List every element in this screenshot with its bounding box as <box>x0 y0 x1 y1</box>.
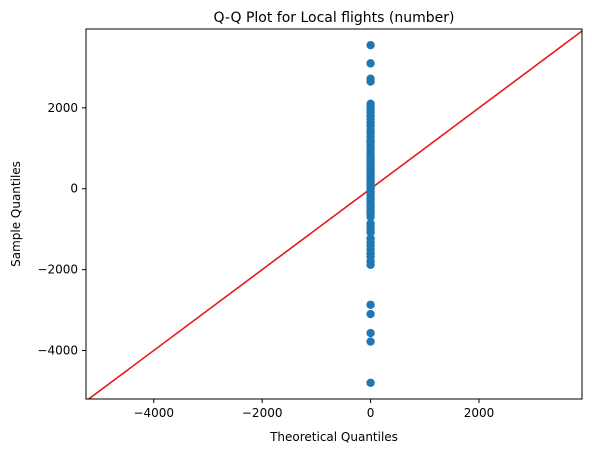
y-axis-ticks: −4000 −2000 0 2000 <box>37 101 86 358</box>
x-tick-label: 0 <box>367 406 375 420</box>
x-tick-label: −4000 <box>133 406 174 420</box>
y-axis-label: Sample Quantiles <box>9 161 23 267</box>
scatter-point <box>366 75 374 83</box>
scatter-point <box>366 379 374 387</box>
y-tick-label: 2000 <box>47 101 78 115</box>
reference-line <box>86 31 582 401</box>
chart-title: Q-Q Plot for Local flights (number) <box>214 10 455 26</box>
scatter-point <box>366 137 374 145</box>
x-axis-label: Theoretical Quantiles <box>269 430 398 444</box>
reference-line-layer <box>86 31 582 401</box>
scatter-point <box>366 329 374 337</box>
x-tick-label: −2000 <box>242 406 283 420</box>
x-tick-label: 2000 <box>464 406 495 420</box>
scatter-point <box>366 337 374 345</box>
scatter-point <box>366 41 374 49</box>
y-tick-label: −2000 <box>37 263 78 277</box>
plot-frame <box>86 29 582 399</box>
x-axis-ticks: −4000 −2000 0 2000 <box>133 399 494 420</box>
scatter-point <box>366 310 374 318</box>
scatter-point <box>366 155 374 163</box>
scatter-point <box>366 100 374 108</box>
y-tick-label: 0 <box>70 182 78 196</box>
y-tick-label: −4000 <box>37 343 78 357</box>
scatter-point <box>366 301 374 309</box>
scatter-points <box>366 41 374 387</box>
scatter-point <box>366 59 374 67</box>
scatter-point <box>366 177 374 185</box>
